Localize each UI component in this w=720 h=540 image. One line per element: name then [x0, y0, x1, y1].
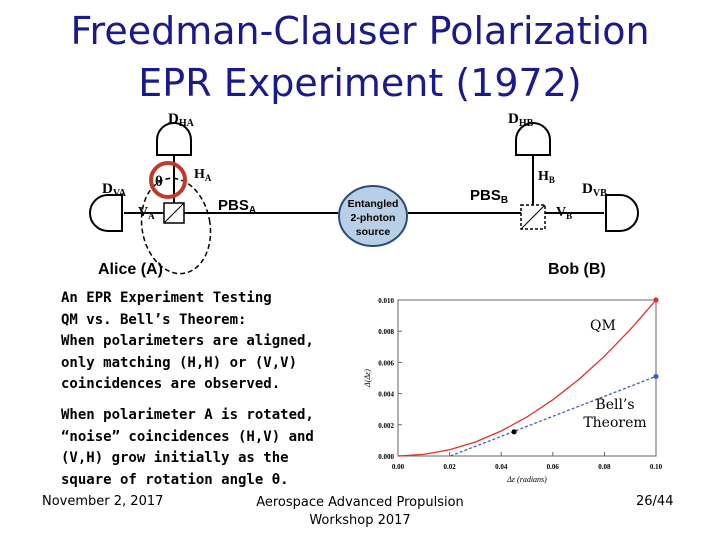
slide-title-line1: Freedman-Clauser Polarization	[70, 9, 650, 53]
series-line-qm	[397, 299, 657, 457]
slide-title-line2: EPR Experiment (1972)	[138, 61, 582, 105]
y-tick-label: 0.006	[378, 359, 394, 367]
label-theta: θ	[155, 174, 163, 190]
rotation-ellipse	[140, 177, 212, 275]
footer-date: November 2, 2017	[42, 494, 164, 509]
source-label-line2: 2-photon	[351, 212, 396, 224]
label-alice: Alice (A)	[98, 261, 163, 278]
bell-line2: Theorem	[583, 415, 647, 431]
bell-line1: Bell’s	[595, 397, 635, 413]
x-axis-label: Δε (radians)	[506, 475, 547, 484]
detector-vb-icon	[605, 194, 639, 232]
y-tick-label: 0.004	[378, 391, 394, 399]
label-pbs-b: PBSB	[470, 187, 508, 206]
data-point	[511, 429, 517, 435]
y-tick-label: 0.010	[378, 297, 394, 305]
para1-line5: coincidences are observed.	[61, 376, 281, 392]
label-v-a: VA	[138, 205, 155, 221]
label-d-va: DVA	[102, 181, 127, 199]
data-point	[653, 297, 659, 303]
x-tick-label: 0.10	[650, 463, 663, 471]
para2-line1: When polarimeter A is rotated,	[61, 407, 314, 423]
footer-page-number: 26/44	[636, 494, 674, 509]
x-tick-label: 0.00	[392, 463, 405, 471]
label-h-b: HB	[538, 169, 555, 185]
pbs-b-diagonal	[520, 204, 546, 230]
y-tick-label: 0.008	[378, 328, 394, 336]
para2-line4: square of rotation angle θ.	[61, 471, 289, 488]
para1-line1: An EPR Experiment Testing	[61, 290, 272, 306]
paragraph-rotated: When polarimeter A is rotated, “noise” c…	[61, 405, 361, 491]
y-tick-label: 0.002	[378, 422, 394, 430]
pbs-a-diagonal	[163, 202, 185, 224]
chart-annotation-qm: QM	[590, 318, 616, 334]
footer-event-line1: Aerospace Advanced Propulsion	[256, 495, 464, 510]
series-line-bell	[450, 375, 657, 457]
para1-line2: QM vs. Bell’s Theorem:	[61, 311, 247, 328]
label-d-ha: DHA	[168, 111, 195, 129]
data-point	[653, 373, 659, 380]
detector-ha-icon	[156, 122, 192, 156]
label-bob: Bob (B)	[548, 261, 606, 278]
footer-event-line2: Workshop 2017	[309, 513, 411, 528]
qm-vs-bell-chart: 0.00 0.02 0.04 0.06 0.08 0.10 0.000 0.002 0.004 0…	[363, 297, 663, 484]
para1-line3: When polarimeters are aligned,	[61, 333, 314, 349]
label-pbs-a: PBSA	[218, 197, 256, 216]
label-d-vb: DVB	[582, 181, 607, 199]
label-v-b: VB	[556, 205, 572, 221]
x-tick-label: 0.02	[443, 463, 456, 471]
chart-annotation-bell: Bell’s Theorem	[572, 396, 658, 432]
x-tick-label: 0.04	[495, 463, 508, 471]
paragraph-epr-aligned: An EPR Experiment Testing QM vs. Bell’s …	[61, 288, 361, 396]
theta-highlight-circle	[149, 161, 187, 199]
x-tick-label: 0.08	[598, 463, 611, 471]
label-d-hb: DHB	[508, 111, 534, 129]
detector-hb-icon	[515, 122, 551, 156]
label-h-a: HA	[194, 167, 212, 183]
source-label-line3: source	[356, 226, 391, 238]
y-tick-label: 0.000	[378, 453, 394, 461]
footer-event: Aerospace Advanced Propulsion Workshop 2…	[230, 494, 490, 530]
source-label-line1: Entangled	[348, 198, 399, 210]
x-tick-label: 0.06	[547, 463, 560, 471]
y-axis-label: Δ(Δε)	[363, 369, 372, 388]
para2-line3: (V,H) grow initially as the	[61, 450, 289, 466]
detector-va-icon	[89, 194, 123, 232]
para1-line4: only matching (H,H) or (V,V)	[61, 354, 298, 371]
plot-frame	[397, 299, 657, 457]
para2-line2: “noise” coincidences (H,V) and	[61, 428, 314, 445]
entangled-source	[338, 185, 408, 247]
